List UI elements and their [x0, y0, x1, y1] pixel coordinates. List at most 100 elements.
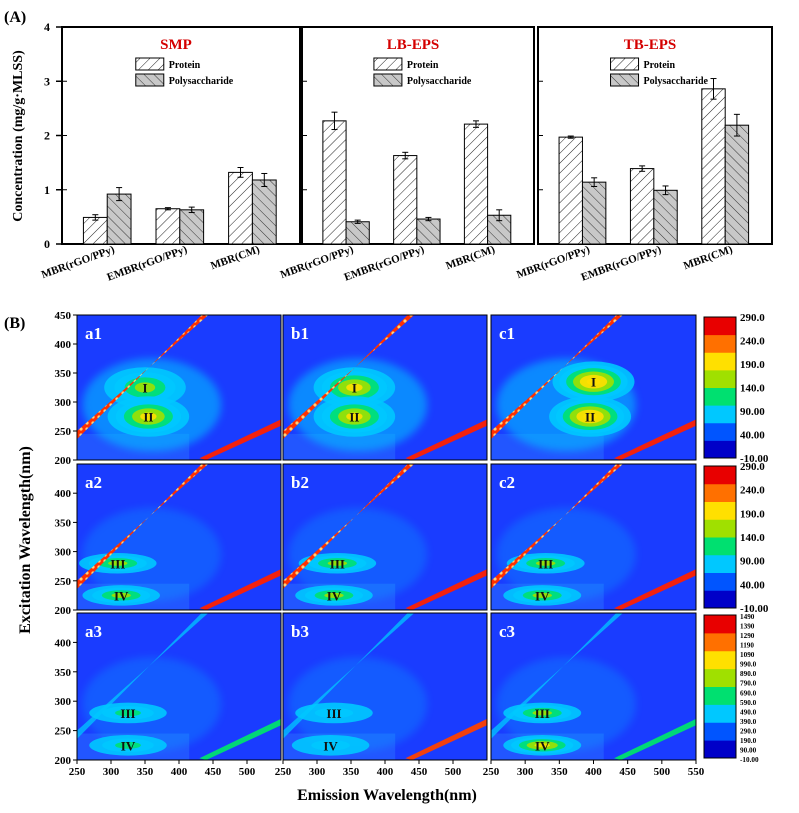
eem-peak-label: II: [143, 410, 153, 425]
bar-protein: [629, 168, 655, 245]
eem-y-tick-label: 350: [55, 368, 72, 380]
colorbar-band: [704, 519, 736, 538]
bar-panel-title: SMP: [160, 37, 192, 53]
eem-peak-contour: [108, 560, 128, 566]
eem-panel-body: [283, 613, 487, 760]
colorbar-band: [704, 632, 736, 652]
bar-panel-smp: SMP Protein Polysaccharide MBR(rGO/PPy)EMBR…: [40, 26, 301, 284]
eem-peak-contour: [327, 560, 348, 566]
eem-panel-a3: III IV a3: [76, 612, 282, 761]
eem-peak-contour: [115, 741, 141, 749]
eem-peak-contour: [314, 707, 354, 719]
eem-peak-label: I: [142, 381, 147, 396]
bar-panel-title: TB-EPS: [624, 37, 677, 53]
eem-peak-label: I: [352, 381, 357, 396]
eem-peak-contour: [534, 743, 551, 748]
eem-glow: [496, 507, 636, 602]
legend-swatch-polysaccharide: [373, 73, 403, 87]
legend-swatch-polysaccharide: [610, 73, 640, 87]
eem-peak-label: IV: [535, 588, 550, 603]
bar-y-tick-label: 4: [44, 20, 50, 34]
eem-panel-body: [491, 464, 696, 610]
eem-y-tick-label: 350: [55, 517, 72, 529]
colorbar-tick-label: -10.00: [740, 603, 769, 615]
colorbar-band: [704, 537, 736, 556]
colorbar-tick-label: -10.00: [740, 756, 759, 764]
legend-label-protein: Protein: [644, 60, 676, 71]
eem-peak-label: IV: [114, 588, 129, 603]
eem-glow: [82, 657, 222, 752]
colorbar-band: [704, 615, 736, 634]
eem-peak-label: III: [535, 706, 550, 721]
eem-y-axis-title: Excitation Wavelength(nm): [17, 446, 34, 634]
colorbar-tick-label: 290.0: [740, 727, 757, 735]
eem-panel-body: [491, 315, 696, 460]
bar-polysaccharide: [179, 209, 205, 245]
eem-x-tick-label: 300: [517, 766, 534, 778]
colorbar-tick-label: 390.0: [740, 718, 757, 726]
bar-polysaccharide: [106, 193, 132, 245]
eem-scatter-ridge-2: [405, 718, 487, 760]
colorbar-tick-label: 490.0: [740, 708, 757, 716]
eem-scatter-ridge-2: [614, 718, 696, 760]
legend-swatch-protein: [135, 57, 165, 71]
colorbar-tick-label: 40.00: [740, 579, 765, 591]
eem-peak-contour: [346, 383, 363, 392]
eem-y-tick-label: 400: [55, 339, 72, 351]
eem-x-tick-label: 250: [69, 766, 86, 778]
bar-protein: [82, 216, 108, 245]
colorbar-tick-label: 690.0: [740, 689, 757, 697]
colorbar-tick-label: 190.0: [740, 508, 765, 520]
colorbar-tick-label: 90.00: [740, 746, 757, 754]
bar-category-label: MBR(rGO/PPy): [40, 243, 117, 281]
bar-protein: [701, 88, 726, 245]
eem-scatter-ridge-2: [199, 419, 281, 460]
eem-peak-contour: [134, 382, 156, 393]
eem-peak-label: II: [349, 410, 359, 425]
bar-protein: [155, 208, 181, 245]
colorbar-tick-label: 240.0: [740, 485, 765, 497]
eem-colorbar-2: 290.0 240.0 190.0 140.0 90.00 40.00 -10.00: [703, 461, 769, 615]
eem-panel-body: [283, 315, 487, 460]
eem-peak-contour: [346, 412, 363, 421]
eem-x-tick-label: 500: [654, 766, 671, 778]
eem-peak-label: IV: [121, 738, 136, 753]
colorbar-tick-label: 190.0: [740, 359, 765, 371]
eem-panel-label: a2: [85, 473, 102, 492]
legend-swatch-protein: [610, 57, 640, 71]
eem-y-tick-label: 200: [55, 455, 72, 467]
legend-label-polysaccharide: Polysaccharide: [644, 76, 709, 87]
eem-panel-body: [77, 613, 281, 760]
eem-x-axis-title: Emission Wavelength(nm): [297, 787, 477, 804]
colorbar-band: [704, 317, 736, 336]
bar-panel-lb-eps: LB-EPSProteinPolysaccharideMBR(rGO/PPy)E…: [279, 26, 535, 284]
colorbar-band: [704, 352, 736, 371]
eem-contour-maps: Excitation Wavelength(nm) Emission Wavele…: [17, 310, 769, 804]
eem-glow: [288, 657, 428, 752]
eem-scatter-ridge-2: [405, 419, 487, 460]
colorbar-band: [704, 590, 736, 609]
eem-panel-label: b1: [291, 324, 309, 343]
bar-y-tick-label: 1: [44, 183, 50, 197]
colorbar-band: [704, 740, 736, 759]
eem-panel-label: b3: [291, 622, 309, 641]
eem-y-tick-label: 400: [55, 488, 72, 500]
colorbar-tick-label: 1290: [740, 632, 755, 640]
eem-panel-frame: [490, 463, 697, 611]
legend-label-polysaccharide: Polysaccharide: [407, 76, 472, 87]
legend-swatch-polysaccharide: [135, 73, 165, 87]
colorbar-band: [704, 440, 736, 459]
bar-y-tick-label: 2: [44, 129, 50, 143]
eem-y-tick-label: 300: [55, 547, 72, 559]
bar-protein: [463, 123, 489, 245]
eem-peak-contour: [532, 710, 552, 716]
colorbar-tick-label: 190.0: [740, 737, 757, 745]
eem-peak-label: III: [326, 706, 341, 721]
colorbar-tick-label: 40.00: [740, 430, 765, 442]
eem-panel-frame: [76, 314, 282, 461]
eem-x-tick-label: 500: [445, 766, 462, 778]
eem-peak-label: III: [330, 556, 345, 571]
eem-y-tick-label: 300: [55, 397, 72, 409]
eem-peak-contour: [111, 592, 131, 598]
